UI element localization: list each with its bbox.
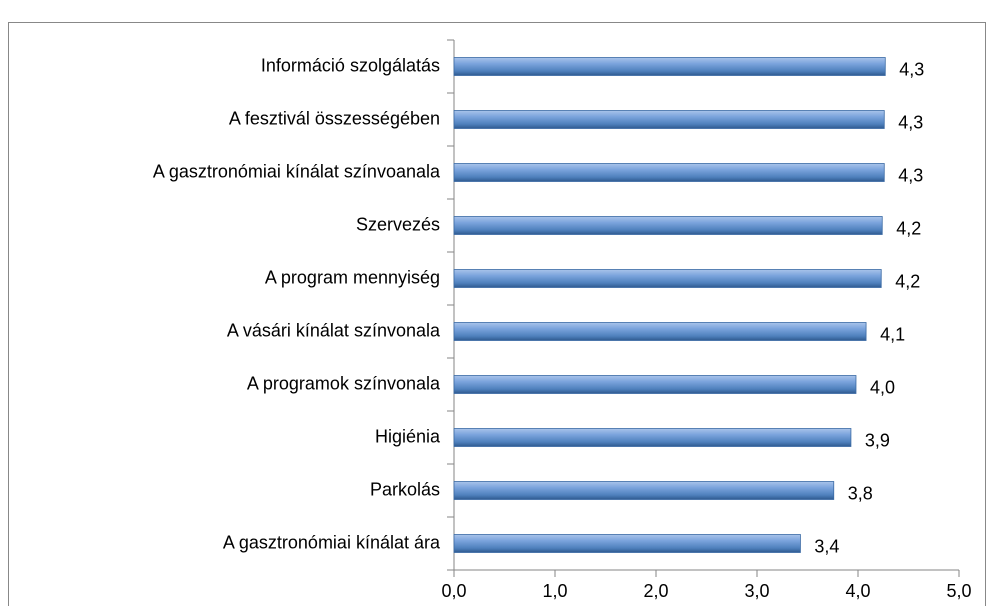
value-label: 4,1	[880, 324, 905, 344]
y-tick-label: A vásári kínálat színvonala	[227, 320, 441, 340]
x-tick-label: 0,0	[441, 581, 466, 601]
y-tick-label: A program mennyiség	[265, 267, 440, 287]
bar	[453, 269, 882, 288]
bar	[453, 57, 886, 76]
y-tick-label: A gasztronómiai kínálat ára	[223, 532, 441, 552]
y-tick-label: A gasztronómiai kínálat színvoanala	[153, 161, 441, 181]
value-label: 4,2	[895, 271, 920, 291]
y-tick-label: Információ szolgálatás	[261, 55, 440, 75]
value-label: 3,4	[814, 536, 839, 556]
y-tick-label: A fesztivál összességében	[229, 108, 440, 128]
value-label: 4,3	[899, 59, 924, 79]
x-tick-label: 3,0	[744, 581, 769, 601]
value-label: 4,0	[870, 377, 895, 397]
chart-border	[8, 22, 986, 611]
value-label: 3,9	[865, 430, 890, 450]
bar	[453, 216, 883, 235]
x-tick-label: 2,0	[643, 581, 668, 601]
value-label: 3,8	[848, 483, 873, 503]
bar	[453, 110, 885, 129]
bar	[453, 534, 801, 553]
x-tick-label: 5,0	[946, 581, 971, 601]
bar	[453, 481, 835, 500]
value-label: 4,2	[896, 218, 921, 238]
y-tick-label: A programok színvonala	[247, 373, 441, 393]
bar	[453, 322, 867, 341]
bar	[453, 375, 857, 394]
x-tick-label: 1,0	[542, 581, 567, 601]
value-label: 4,3	[898, 165, 923, 185]
value-label: 4,3	[898, 112, 923, 132]
y-tick-label: Higiénia	[375, 426, 441, 446]
bar	[453, 163, 885, 182]
bar	[453, 428, 852, 447]
x-tick-label: 4,0	[845, 581, 870, 601]
y-tick-label: Szervezés	[356, 214, 440, 234]
y-tick-label: Parkolás	[370, 479, 440, 499]
